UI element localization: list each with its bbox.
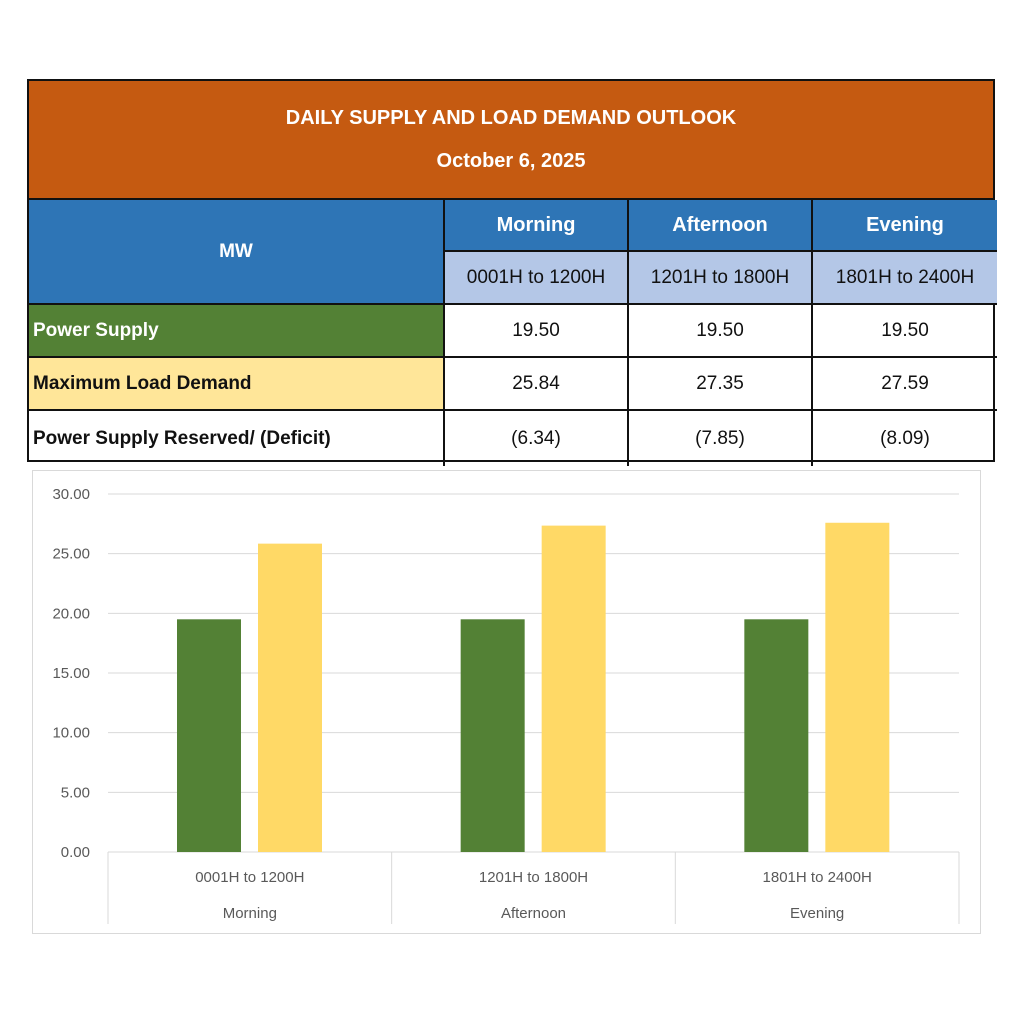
bar	[258, 543, 322, 852]
bar	[460, 619, 525, 852]
y-tick-label: 10.00	[52, 725, 90, 742]
unit-header: MW	[29, 200, 445, 305]
bar	[744, 619, 809, 852]
table-cell-value: 19.50	[445, 305, 629, 358]
table-cell-value: (6.34)	[445, 411, 629, 466]
row-label: Power Supply	[29, 305, 445, 358]
row-label: Power Supply Reserved/ (Deficit)	[29, 411, 445, 466]
chart-svg: 0.00 5.00 10.00 15.00 20.00 25.00 30.00 0001H t…	[52, 486, 960, 924]
x-tick-label: 1201H to 1800H	[479, 869, 588, 886]
x-tick-label: 1801H to 2400H	[763, 869, 872, 886]
table-cell-value: (8.09)	[880, 427, 930, 449]
period-header: Morning	[445, 200, 629, 252]
y-tick-label: 0.00	[61, 844, 90, 861]
x-tick-label: 0001H to 1200H	[195, 869, 304, 886]
period-range: 0001H to 1200H	[445, 252, 629, 305]
supply-demand-chart: 0.00 5.00 10.00 15.00 20.00 25.00 30.00 0001H t…	[32, 470, 981, 934]
table-title-band: DAILY SUPPLY AND LOAD DEMAND OUTLOOK Oct…	[29, 81, 993, 200]
period-header: Afternoon	[629, 200, 813, 252]
table-cell-value: 25.84	[445, 358, 629, 411]
x-group-label: Morning	[223, 905, 277, 922]
bar	[177, 619, 241, 852]
period-range: 1801H to 2400H	[813, 252, 997, 305]
x-group-label: Evening	[790, 905, 844, 922]
table-cell-value: (7.85)	[629, 411, 813, 466]
table-cell-value: 27.59	[813, 358, 997, 411]
period-range: 1201H to 1800H	[629, 252, 813, 305]
table-date: October 6, 2025	[436, 149, 586, 172]
bar	[825, 522, 890, 852]
table-title: DAILY SUPPLY AND LOAD DEMAND OUTLOOK	[285, 106, 737, 129]
y-tick-label: 20.00	[52, 605, 90, 622]
table-cell-value: 27.35	[629, 358, 813, 411]
table-cell-value: 19.50	[813, 305, 997, 358]
y-tick-label: 25.00	[52, 546, 90, 563]
period-header: Evening	[813, 200, 997, 252]
table-cell-value: 19.50	[629, 305, 813, 358]
y-tick-label: 5.00	[61, 784, 90, 801]
bar	[541, 525, 606, 852]
outlook-table: DAILY SUPPLY AND LOAD DEMAND OUTLOOK Oct…	[27, 79, 997, 466]
y-tick-label: 15.00	[52, 665, 90, 682]
x-group-label: Afternoon	[501, 905, 566, 922]
row-label: Maximum Load Demand	[29, 358, 445, 411]
y-tick-label: 30.00	[52, 486, 90, 503]
